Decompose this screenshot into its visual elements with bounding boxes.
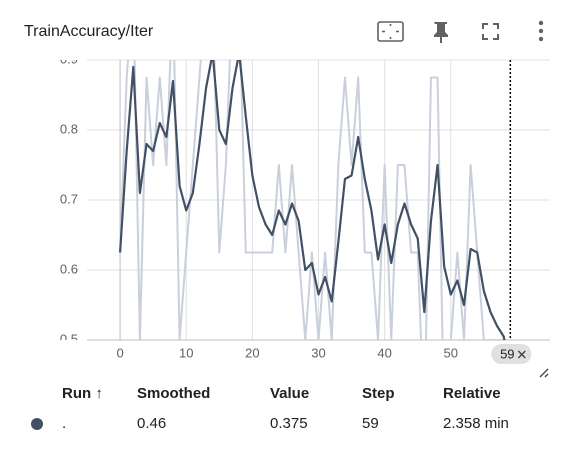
y-tick-label: 0.5 — [60, 331, 78, 346]
resize-icon[interactable] — [539, 368, 549, 378]
cursor-label: 59 — [500, 346, 514, 361]
column-header: Smoothed — [137, 385, 210, 402]
cell: 0.375 — [270, 415, 308, 432]
cell: 0.46 — [137, 415, 166, 432]
x-tick-label: 50 — [444, 345, 458, 360]
column-header: Step — [362, 385, 395, 402]
fit-icon[interactable] — [377, 21, 404, 42]
x-tick-label: 20 — [245, 345, 259, 360]
series-line — [119, 60, 505, 340]
column-header: Run ↑ — [62, 385, 103, 402]
x-tick-label: 40 — [377, 345, 391, 360]
x-tick-label: 0 — [116, 345, 123, 360]
pin-icon[interactable] — [434, 22, 448, 43]
menu-icon[interactable] — [538, 20, 544, 42]
column-header: Relative — [443, 385, 501, 402]
y-labels: 0.5 0.6 0.7 0.8 0.9 — [60, 51, 78, 346]
y-tick-label: 0.7 — [60, 191, 78, 206]
y-tick-label: 0.6 — [60, 261, 78, 276]
cell: . — [62, 415, 66, 432]
cell: 59 — [362, 415, 379, 432]
column-header: Value — [270, 385, 309, 402]
x-tick-label: 30 — [311, 345, 325, 360]
lines — [118, 60, 506, 340]
x-tick-label: 10 — [179, 345, 193, 360]
card-title: TrainAccuracy/Iter — [24, 23, 154, 40]
run-color — [31, 418, 43, 430]
fullscreen-icon[interactable] — [482, 23, 499, 40]
cursor-badge — [491, 344, 532, 364]
series-line — [118, 60, 506, 340]
cursor-close — [517, 350, 526, 359]
y-tick-label: 0.9 — [60, 51, 78, 66]
y-tick-label: 0.8 — [60, 121, 78, 136]
cell: 2.358 min — [443, 415, 509, 432]
